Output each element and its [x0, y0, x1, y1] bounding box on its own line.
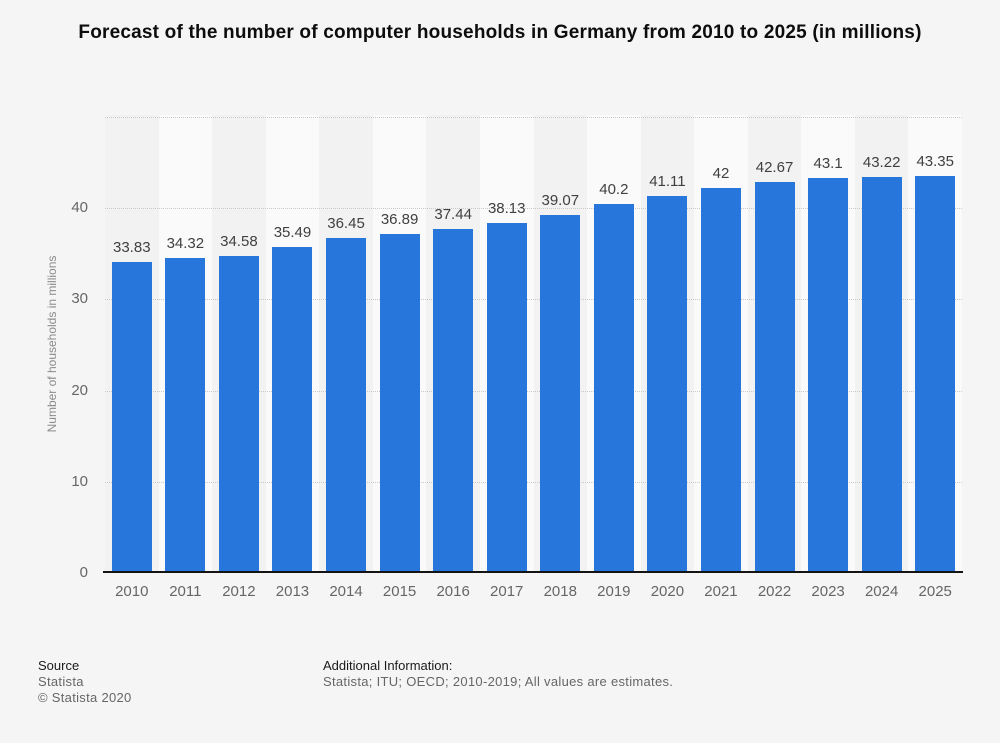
bar-2019 [593, 204, 634, 571]
y-tick-label: 40 [71, 199, 88, 217]
plot-area: 33.83 34.32 34.58 35.49 36.45 36.89 37.44 38.13… [103, 115, 963, 573]
x-tick-label: 2015 [382, 583, 417, 600]
x-tick-label: 2024 [864, 583, 899, 600]
copyright-notice: © Statista 2020 [38, 690, 132, 705]
x-tick-label: 2013 [275, 583, 310, 600]
bar-value-label: 33.83 [113, 239, 151, 257]
additional-info-text: Statista; ITU; OECD; 2010-2019; All valu… [323, 674, 674, 689]
bar-value-label: 35.49 [273, 224, 312, 242]
y-tick-label: 30 [71, 290, 88, 308]
source-block: Source Statista © Statista 2020 [38, 658, 132, 706]
bar-value-label: 36.45 [327, 215, 365, 233]
x-axis-labels: 2010 2011 2012 2013 2014 2015 2016 2017 2018 2019… [105, 583, 962, 603]
y-tick-label: 10 [71, 472, 88, 490]
bar-2020 [647, 195, 688, 571]
bar-2011 [165, 257, 206, 571]
bar-2013 [272, 247, 313, 571]
bar-value-label: 34.58 [220, 232, 258, 250]
bar-2012 [218, 255, 259, 571]
bar-value-label: 36.89 [380, 211, 419, 229]
x-tick-label: 2010 [115, 583, 149, 600]
bar-value-label: 43.22 [862, 153, 901, 171]
bar-value-label: 41.11 [649, 172, 686, 190]
gridline [105, 208, 962, 210]
source-name: Statista [38, 674, 84, 689]
gridline [105, 481, 962, 483]
bar-value-label: 42.67 [755, 158, 794, 176]
x-tick-label: 2020 [650, 583, 685, 600]
bar-value-label: 42 [712, 164, 730, 182]
y-axis-title: Number of households in millions [45, 255, 59, 433]
bar-2016 [433, 229, 474, 571]
bar-value-label: 38.13 [487, 200, 526, 218]
bar-value-label: 39.07 [541, 191, 580, 209]
x-tick-label: 2012 [222, 583, 256, 600]
x-tick-label: 2021 [704, 583, 738, 600]
y-tick-label: 0 [79, 564, 88, 581]
bar-2023 [808, 177, 849, 571]
bar-2015 [379, 234, 420, 571]
gridline [105, 299, 962, 301]
bar-2024 [861, 176, 902, 571]
bar-2014 [326, 238, 367, 571]
additional-info-heading: Additional Information: [323, 658, 453, 673]
x-tick-label: 2025 [918, 583, 952, 600]
bar-value-label: 34.32 [166, 234, 205, 252]
bar-2022 [754, 181, 795, 571]
x-tick-label: 2019 [597, 583, 631, 600]
bar-value-label: 43.35 [916, 152, 954, 170]
bar-value-label: 40.2 [599, 181, 629, 199]
bar-2025 [915, 175, 956, 571]
x-tick-label: 2018 [543, 583, 577, 600]
bar-2017 [486, 223, 527, 571]
bar-value-label: 37.44 [434, 206, 472, 224]
bar-2010 [111, 262, 152, 571]
x-tick-label: 2022 [757, 583, 792, 600]
additional-info-block: Additional Information: Statista; ITU; O… [323, 658, 673, 690]
bar-2021 [700, 187, 741, 571]
gridline [105, 390, 962, 392]
y-tick-label: 20 [71, 381, 88, 399]
x-tick-label: 2014 [329, 583, 363, 600]
chart-title: Forecast of the number of computer house… [78, 22, 922, 43]
source-heading: Source [38, 658, 80, 673]
x-tick-label: 2023 [811, 583, 845, 600]
x-tick-label: 2011 [169, 583, 202, 600]
bar-value-label: 43.1 [813, 154, 843, 172]
gridline [105, 116, 962, 118]
x-axis-line [103, 571, 963, 573]
bar-2018 [540, 214, 581, 571]
x-tick-label: 2017 [490, 583, 524, 600]
x-tick-label: 2016 [436, 583, 470, 600]
